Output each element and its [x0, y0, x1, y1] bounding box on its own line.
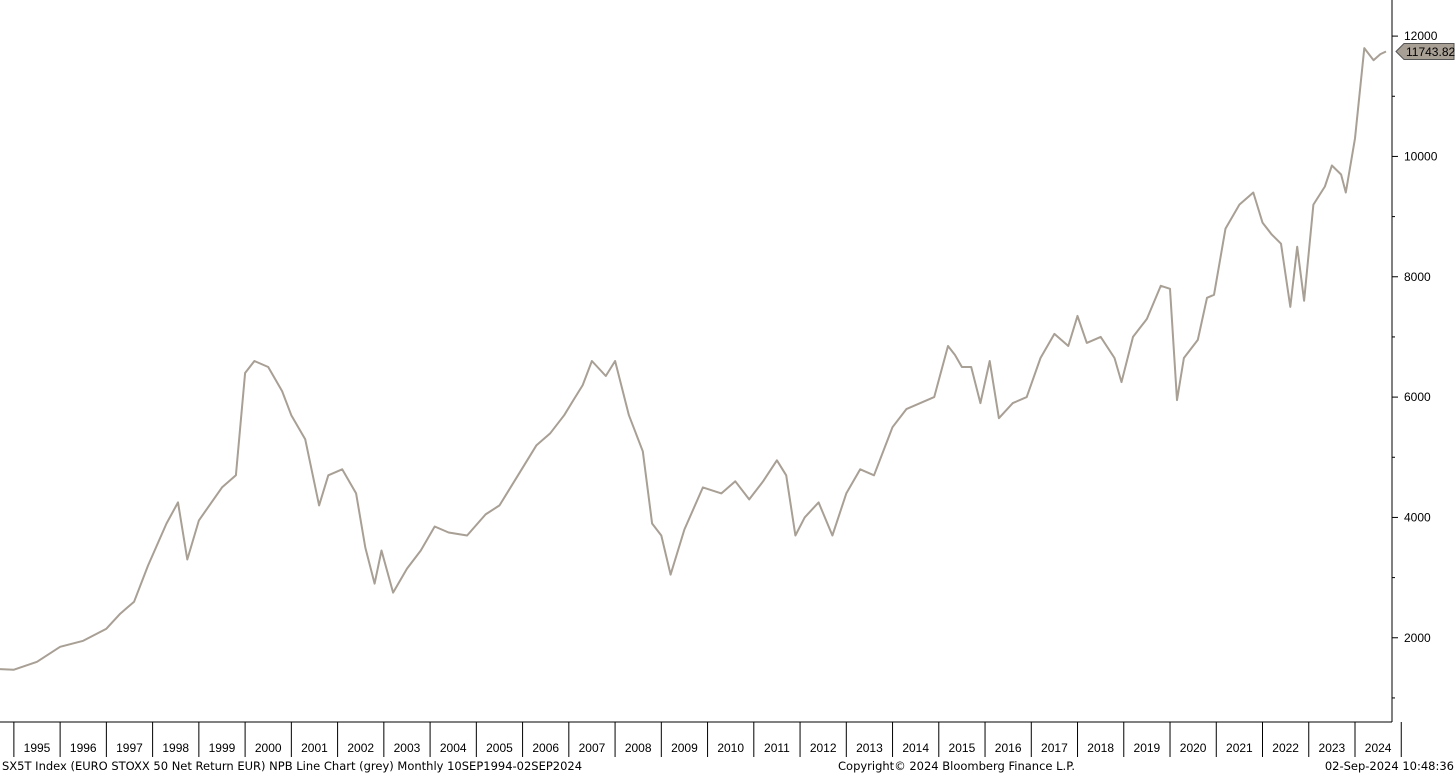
- x-tick-label: 1997: [116, 741, 143, 755]
- footer-description: SX5T Index (EURO STOXX 50 Net Return EUR…: [2, 759, 583, 773]
- x-tick-label: 2019: [1134, 741, 1161, 755]
- y-axis: 2000 4000 6000 8000 10000 12000: [1391, 0, 1438, 722]
- x-tick-label: 2008: [625, 741, 652, 755]
- last-value-label: 11743.82: [1395, 43, 1455, 61]
- y-tick-label: 4000: [1404, 510, 1431, 524]
- x-axis: 1995 1996 1997 1998 1999 2000 2001 2002 2003 2004…: [0, 721, 1402, 757]
- series-line-0: [0, 47, 1387, 671]
- x-tick-label: 2000: [255, 741, 282, 755]
- x-tick-label: 2010: [717, 741, 744, 755]
- y-tick-label: 2000: [1404, 631, 1431, 645]
- x-tick-label: 2013: [856, 741, 883, 755]
- y-tick-label: 8000: [1404, 270, 1431, 284]
- x-tick-label: 1996: [70, 741, 97, 755]
- x-tick-label: 2011: [764, 741, 790, 755]
- x-tick-label: 2009: [671, 741, 698, 755]
- y-tick-label: 10000: [1404, 149, 1438, 163]
- x-tick-label: 1998: [162, 741, 189, 755]
- footer-timestamp: 02-Sep-2024 10:48:36: [1324, 759, 1454, 773]
- x-tick-label: 2005: [486, 741, 513, 755]
- y-tick-label: 12000: [1404, 29, 1438, 43]
- x-tick-label: 2002: [347, 741, 374, 755]
- x-tick-label: 2014: [902, 741, 929, 755]
- last-value-tag: [1395, 43, 1455, 61]
- x-tick-label: 2020: [1180, 741, 1207, 755]
- series-layer: [0, 47, 1387, 671]
- x-tick-label: 2023: [1319, 741, 1346, 755]
- last-value-text: 11743.82: [1406, 45, 1455, 59]
- x-tick-label: 1999: [209, 741, 236, 755]
- x-tick-label: 2001: [301, 741, 328, 755]
- x-tick-label: 2024: [1365, 741, 1392, 755]
- y-tick-label: 6000: [1404, 390, 1431, 404]
- x-tick-label: 2016: [995, 741, 1022, 755]
- x-tick-label: 2003: [394, 741, 421, 755]
- x-tick-label: 2007: [579, 741, 606, 755]
- x-tick-label: 2015: [949, 741, 976, 755]
- x-tick-label: 2022: [1272, 741, 1299, 755]
- x-tick-label: 2021: [1226, 741, 1253, 755]
- x-tick-label: 2012: [810, 741, 837, 755]
- x-tick-label: 2004: [440, 741, 467, 755]
- x-tick-label: 1995: [24, 741, 51, 755]
- x-tick-label: 2006: [532, 741, 559, 755]
- x-tick-label: 2017: [1041, 741, 1068, 755]
- footer-copyright: Copyright© 2024 Bloomberg Finance L.P.: [838, 759, 1075, 773]
- x-tick-label: 2018: [1087, 741, 1114, 755]
